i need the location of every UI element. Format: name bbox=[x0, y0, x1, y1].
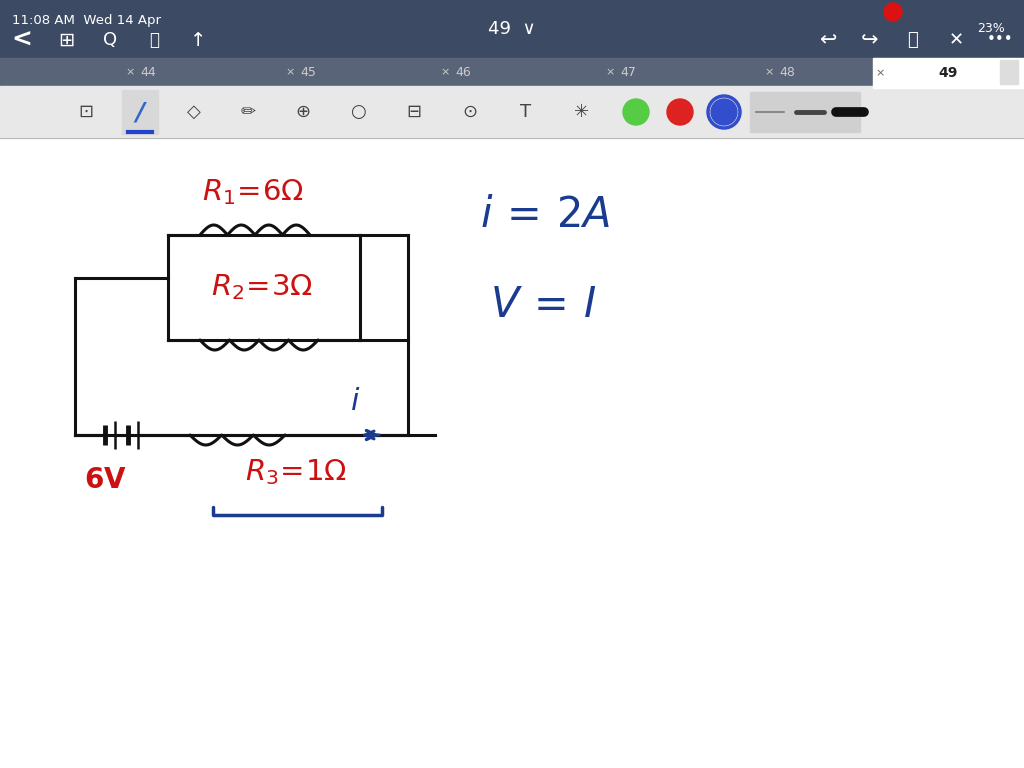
Text: ✕: ✕ bbox=[948, 31, 964, 49]
Text: ×: × bbox=[440, 67, 450, 77]
Circle shape bbox=[711, 99, 737, 125]
Circle shape bbox=[667, 99, 693, 125]
Text: 🔖: 🔖 bbox=[150, 31, 159, 49]
Text: 49: 49 bbox=[938, 66, 957, 80]
Bar bbox=[122, 90, 158, 134]
Bar bbox=[0, 0, 1024, 58]
Text: ⊕: ⊕ bbox=[296, 103, 310, 121]
Circle shape bbox=[623, 99, 649, 125]
Text: ×: × bbox=[876, 68, 885, 78]
Text: •••: ••• bbox=[987, 32, 1014, 48]
Text: ⊟: ⊟ bbox=[407, 103, 422, 121]
Text: ⊡: ⊡ bbox=[79, 103, 93, 121]
Text: ×: × bbox=[605, 67, 614, 77]
Text: ↑: ↑ bbox=[189, 31, 206, 49]
Text: 44: 44 bbox=[140, 65, 156, 78]
Text: <: < bbox=[11, 28, 33, 52]
Text: 49  ∨: 49 ∨ bbox=[488, 20, 536, 38]
Text: ↪: ↪ bbox=[861, 30, 879, 50]
Text: ⊙: ⊙ bbox=[463, 103, 477, 121]
Text: ✏: ✏ bbox=[241, 103, 256, 121]
Text: $V\,=\,I$: $V\,=\,I$ bbox=[490, 284, 596, 326]
Text: ↩: ↩ bbox=[819, 30, 837, 50]
Text: 46: 46 bbox=[455, 65, 471, 78]
Bar bbox=[1000, 60, 1018, 84]
Text: ✳: ✳ bbox=[574, 103, 590, 121]
Bar bbox=[0, 86, 1024, 138]
Text: $\mathbf{6V}$: $\mathbf{6V}$ bbox=[84, 466, 126, 494]
Text: ◇: ◇ bbox=[187, 103, 201, 121]
Text: /: / bbox=[135, 100, 144, 124]
Text: T: T bbox=[520, 103, 531, 121]
Bar bbox=[873, 58, 1024, 88]
Bar bbox=[0, 58, 1024, 86]
Bar bbox=[750, 92, 860, 132]
Text: ○: ○ bbox=[350, 103, 366, 121]
Text: 11:08 AM  Wed 14 Apr: 11:08 AM Wed 14 Apr bbox=[12, 14, 161, 27]
Text: ×: × bbox=[286, 67, 295, 77]
Text: ＋: ＋ bbox=[906, 31, 918, 49]
Text: 23%: 23% bbox=[977, 22, 1005, 35]
Circle shape bbox=[884, 3, 902, 21]
Text: ×: × bbox=[764, 67, 774, 77]
Text: $R_1\!=\!6\Omega$: $R_1\!=\!6\Omega$ bbox=[202, 177, 304, 207]
Text: $i\,=\,2A$: $i\,=\,2A$ bbox=[480, 194, 610, 236]
Text: $R_3\!=\!1\Omega$: $R_3\!=\!1\Omega$ bbox=[245, 457, 347, 487]
Text: 48: 48 bbox=[779, 65, 795, 78]
Bar bbox=[0, 138, 1024, 768]
Text: $i$: $i$ bbox=[350, 388, 360, 416]
Text: ×: × bbox=[125, 67, 135, 77]
Text: $R_2\!=\!3\Omega$: $R_2\!=\!3\Omega$ bbox=[211, 272, 313, 302]
Text: ⊞: ⊞ bbox=[57, 31, 74, 49]
Text: 47: 47 bbox=[621, 65, 636, 78]
Text: Q: Q bbox=[103, 31, 117, 49]
Text: 45: 45 bbox=[300, 65, 316, 78]
